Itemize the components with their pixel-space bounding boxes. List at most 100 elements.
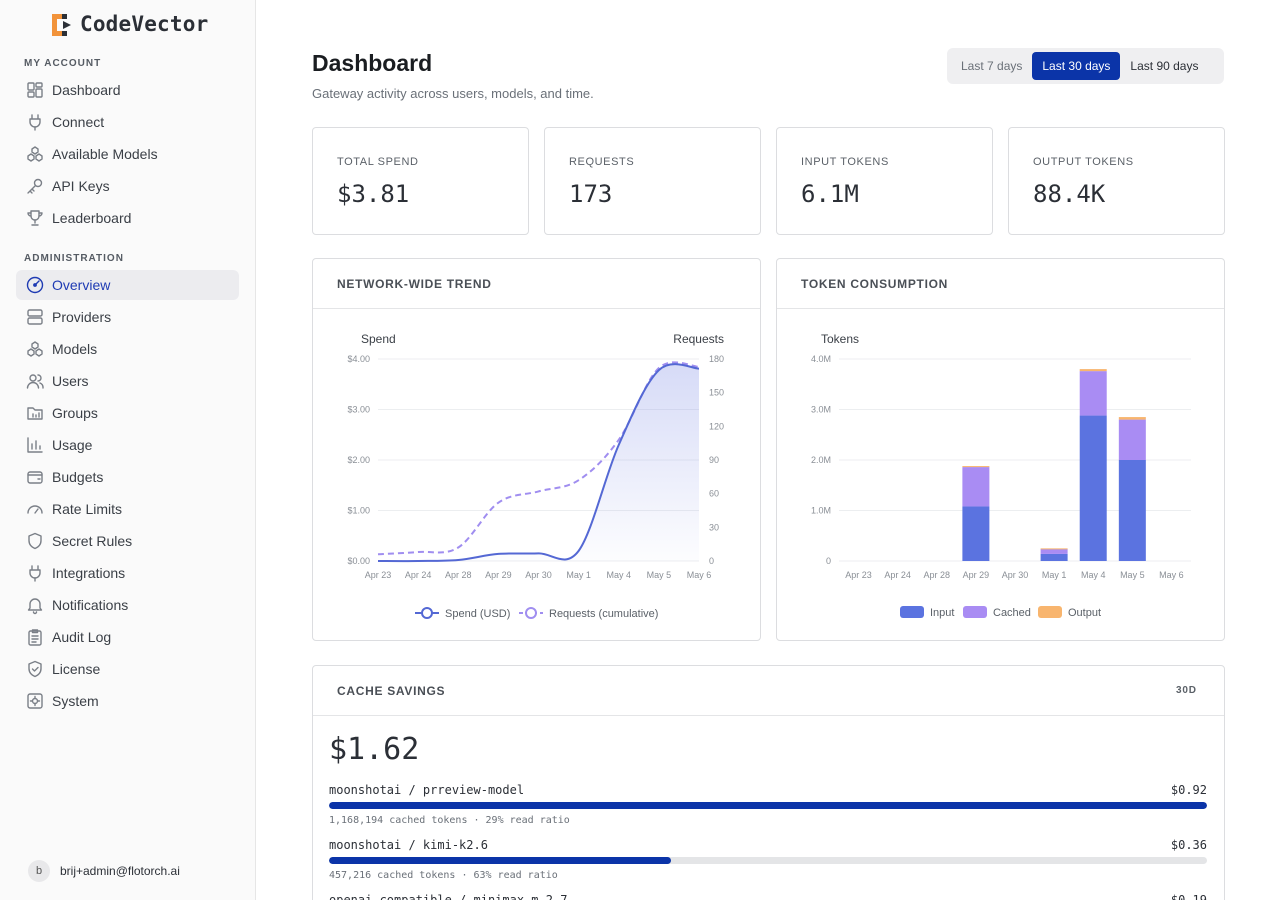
range-option-30d[interactable]: Last 30 days: [1032, 52, 1121, 80]
x-tick-label: May 4: [606, 570, 631, 580]
cache-row-bar: [329, 802, 1207, 809]
cache-row-meta: 457,216 cached tokens · 63% read ratio: [329, 870, 558, 881]
sidebar-item-connect[interactable]: Connect: [16, 107, 239, 137]
y-axis-title: Tokens: [821, 332, 859, 346]
server-icon: [25, 307, 45, 327]
cache-row-amount: $0.36: [1170, 838, 1207, 852]
cubes-icon: [25, 339, 45, 359]
cache-row-bar: [329, 857, 1207, 864]
y-tick-label: 1.0M: [811, 506, 831, 516]
bar-output[interactable]: [962, 466, 990, 468]
chart-legend: Spend (USD) Requests (cumulative): [415, 607, 658, 620]
y2-tick-label: 180: [709, 354, 724, 364]
bar-cached[interactable]: [1118, 419, 1146, 460]
avatar: b: [28, 860, 50, 882]
plug-icon: [25, 563, 45, 583]
legend-label: Output: [1068, 607, 1101, 619]
bell-icon: [25, 595, 45, 615]
sidebar-item-api-keys[interactable]: API Keys: [16, 171, 239, 201]
x-tick-label: Apr 30: [525, 570, 552, 580]
stat-label: TOTAL SPEND: [337, 156, 419, 168]
clipboard-icon: [25, 627, 45, 647]
cache-row-amount: $0.19: [1170, 893, 1207, 900]
bar-input[interactable]: [1079, 415, 1107, 561]
bar-input[interactable]: [1118, 460, 1146, 561]
cache-row-bar-fill: [329, 857, 672, 864]
sidebar-item-label: Secret Rules: [52, 533, 133, 549]
bar-output[interactable]: [1079, 369, 1107, 372]
sidebar-item-audit-log[interactable]: Audit Log: [16, 622, 239, 652]
cache-row-model: moonshotai / prreview-model: [329, 783, 525, 797]
bar-output[interactable]: [1040, 548, 1068, 550]
sidebar-item-budgets[interactable]: Budgets: [16, 462, 239, 492]
x-tick-label: May 5: [1120, 570, 1145, 580]
logo[interactable]: CodeVector: [52, 12, 208, 36]
cache-row: openai-compatible / minimax-m-2.7 $0.19: [329, 893, 1207, 900]
folder-users-icon: [25, 403, 45, 423]
x-tick-label: Apr 29: [485, 570, 512, 580]
sidebar-item-system[interactable]: System: [16, 686, 239, 716]
sidebar-item-secret-rules[interactable]: Secret Rules: [16, 526, 239, 556]
range-option-90d[interactable]: Last 90 days: [1130, 59, 1199, 73]
bar-chart-icon: [25, 435, 45, 455]
bar-output[interactable]: [1118, 417, 1146, 420]
legend-swatch: [963, 606, 987, 618]
y-tick-label: 2.0M: [811, 455, 831, 465]
date-range-selector: Last 7 days Last 30 days Last 90 days: [947, 48, 1224, 84]
token-chart: Tokens 0 1.0M 2.0M 3.0M 4.0M Apr 23 Apr 24 Apr 2…: [811, 332, 1191, 619]
sidebar-item-groups[interactable]: Groups: [16, 398, 239, 428]
legend-swatch: [900, 606, 924, 618]
bar-cached[interactable]: [1079, 371, 1107, 416]
y-tick-label: $1.00: [347, 506, 370, 516]
bar-cached[interactable]: [962, 467, 990, 507]
speedometer-icon: [25, 499, 45, 519]
sidebar-item-dashboard[interactable]: Dashboard: [16, 75, 239, 105]
sidebar-item-label: Available Models: [52, 146, 158, 162]
x-tick-label: Apr 23: [845, 570, 872, 580]
bar-input[interactable]: [962, 506, 990, 561]
bar-input[interactable]: [1040, 553, 1068, 561]
x-tick-label: Apr 28: [924, 570, 951, 580]
sidebar-item-label: Audit Log: [52, 629, 112, 645]
sidebar-item-models[interactable]: Models: [16, 334, 239, 364]
users-icon: [25, 371, 45, 391]
user-profile[interactable]: b brij+admin@flotorch.ai: [28, 860, 180, 882]
legend-label: Cached: [993, 607, 1031, 619]
stat-value: $3.81: [337, 180, 410, 208]
sidebar-item-rate-limits[interactable]: Rate Limits: [16, 494, 239, 524]
sidebar-item-label: Connect: [52, 114, 105, 130]
y-tick-label: 4.0M: [811, 354, 831, 364]
sidebar-item-license[interactable]: License: [16, 654, 239, 684]
user-email: brij+admin@flotorch.ai: [60, 864, 180, 878]
bar-cached[interactable]: [1040, 548, 1068, 554]
stat-card-input-tokens: INPUT TOKENS 6.1M: [776, 127, 993, 235]
section-label-admin: ADMINISTRATION: [24, 253, 124, 264]
cache-row-bar-fill: [329, 802, 1207, 809]
wallet-icon: [25, 467, 45, 487]
sidebar-item-usage[interactable]: Usage: [16, 430, 239, 460]
sidebar-item-label: Users: [52, 373, 89, 389]
legend-marker: [421, 607, 433, 619]
spend-area: [378, 364, 699, 562]
panel-title: NETWORK-WIDE TREND: [313, 259, 760, 309]
sidebar-item-integrations[interactable]: Integrations: [16, 558, 239, 588]
x-tick-label: May 5: [647, 570, 672, 580]
cache-row-model: openai-compatible / minimax-m-2.7: [329, 893, 568, 900]
range-option-7d[interactable]: Last 7 days: [961, 59, 1023, 73]
y2-axis-title: Requests: [673, 332, 724, 346]
sidebar-item-label: Models: [52, 341, 98, 357]
sidebar-item-label: Rate Limits: [52, 501, 123, 517]
sidebar-item-label: License: [52, 661, 101, 677]
section-label-account: MY ACCOUNT: [24, 58, 102, 69]
legend-label: Requests (cumulative): [549, 608, 658, 620]
sidebar-item-available-models[interactable]: Available Models: [16, 139, 239, 169]
spend-line: [377, 363, 700, 563]
sidebar-item-overview[interactable]: Overview: [16, 270, 239, 300]
sidebar-item-notifications[interactable]: Notifications: [16, 590, 239, 620]
sidebar-item-users[interactable]: Users: [16, 366, 239, 396]
y-tick-label: $4.00: [347, 354, 370, 364]
sidebar-item-providers[interactable]: Providers: [16, 302, 239, 332]
trend-panel: NETWORK-WIDE TREND Spend Requests $0.00 $1.…: [312, 258, 761, 641]
sidebar-item-leaderboard[interactable]: Leaderboard: [16, 203, 239, 233]
sidebar: CodeVector MY ACCOUNT Dashboard Connect Av…: [0, 0, 256, 900]
